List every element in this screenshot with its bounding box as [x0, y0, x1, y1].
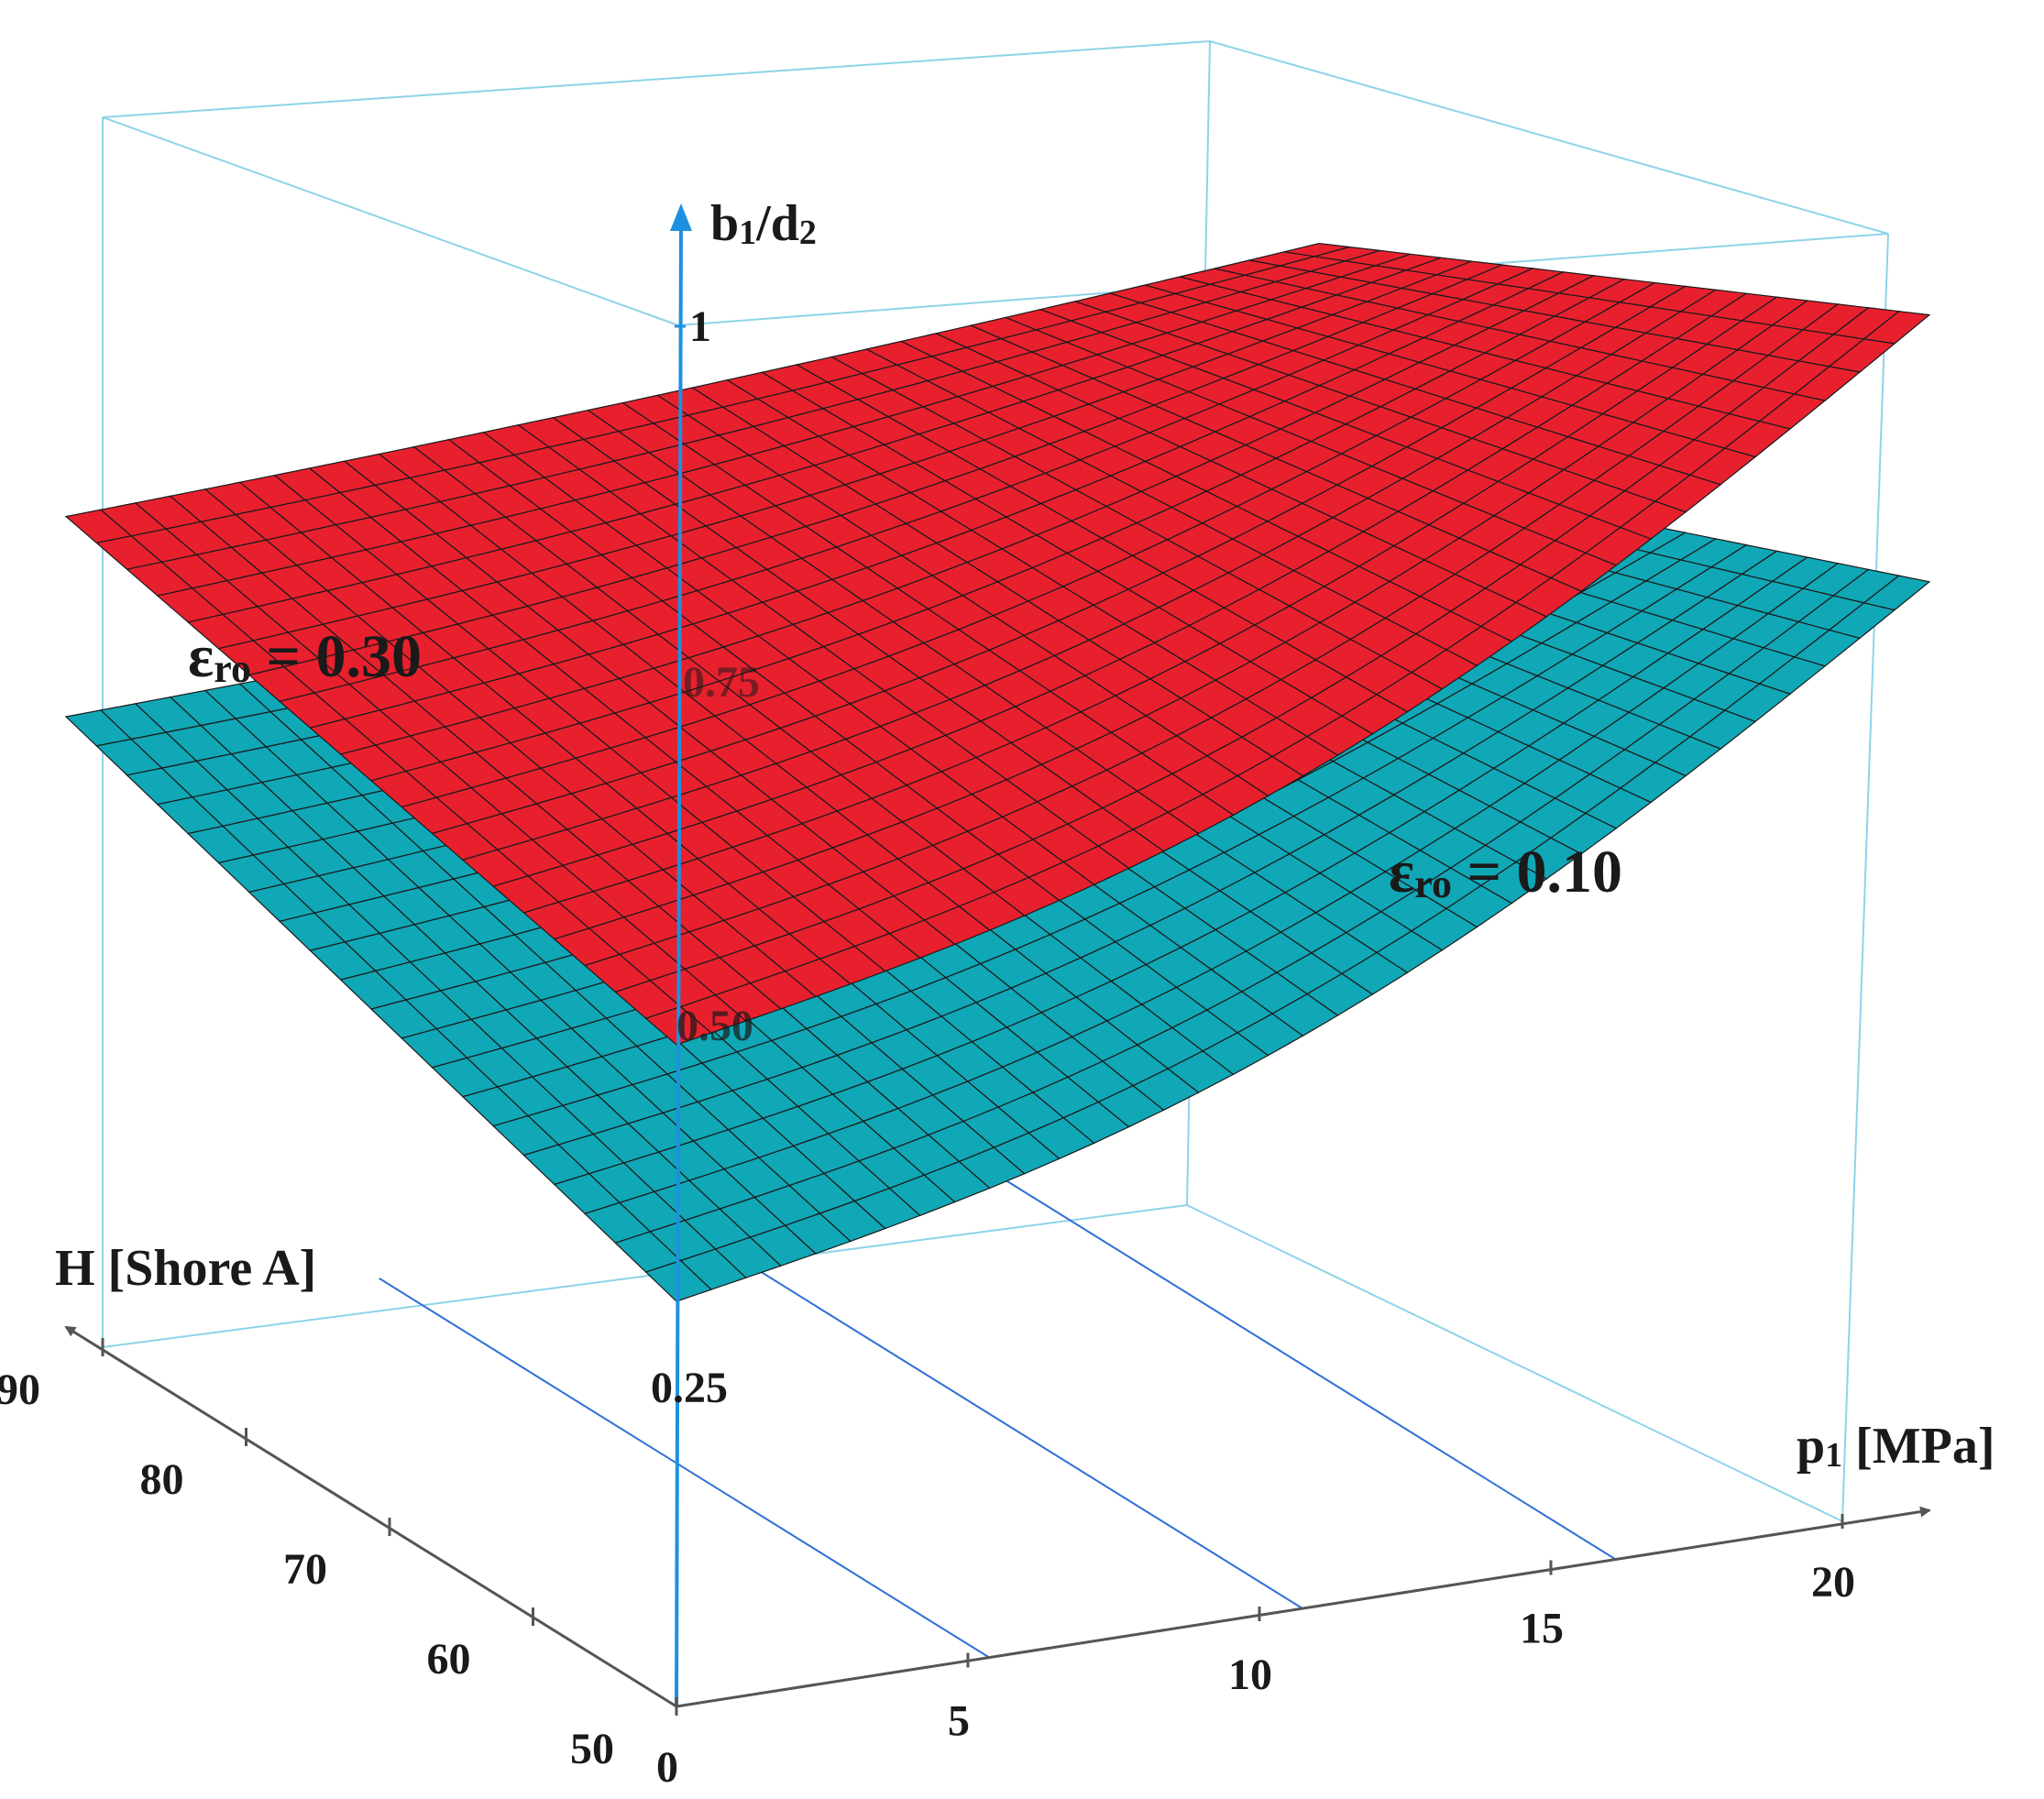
y-tick-label: 90	[0, 1366, 40, 1414]
x-tick-label: 5	[948, 1697, 970, 1746]
surface-cell	[1863, 311, 1931, 345]
floor-line-p5	[379, 1278, 991, 1659]
z-tick-label-075: 0.75	[683, 658, 760, 707]
y-tick-label: 50	[570, 1725, 614, 1773]
surface-cell	[1863, 575, 1931, 611]
y-ticks: 50 60 70 80 90	[0, 1338, 678, 1773]
floor-line-p15	[1005, 1179, 1617, 1561]
surfaces	[64, 242, 1931, 1302]
box-edge	[1186, 1204, 1843, 1522]
floor-grid	[379, 1179, 1617, 1659]
z-axis-line	[675, 219, 683, 1707]
z-axis-title: b1/d2	[710, 195, 817, 252]
y-tick-label: 80	[140, 1455, 184, 1504]
x-axis-line	[676, 1506, 1931, 1708]
box-edge	[102, 116, 679, 326]
y-axis-title: H [Shore A]	[55, 1240, 316, 1297]
series-label-030: εro = 0.30	[188, 623, 422, 691]
y-axis-line	[64, 1325, 677, 1708]
box-edge	[102, 40, 1211, 118]
x-tick-label: 10	[1228, 1651, 1272, 1699]
y-tick-label: 60	[427, 1635, 471, 1684]
z-axis-arrow	[670, 203, 692, 231]
floor-line-p10	[691, 1228, 1304, 1610]
z-tick-label-1: 1	[689, 302, 711, 351]
z-axis	[670, 203, 692, 1707]
surface-eps-030	[64, 242, 1931, 1046]
y-axis: 50 60 70 80 90	[0, 1325, 678, 1773]
z-tick-label-025: 0.25	[651, 1364, 728, 1412]
x-tick-label: 20	[1811, 1558, 1855, 1607]
x-axis-title: p1 [MPa]	[1797, 1418, 1995, 1475]
x-ticks: 0 5 10 15 20	[656, 1514, 1855, 1792]
box-edge	[1209, 40, 1889, 235]
x-axis: 0 5 10 15 20	[656, 1506, 1931, 1792]
y-tick-label: 70	[283, 1545, 327, 1594]
box-edge	[1841, 233, 1889, 1522]
series-label-010: εro = 0.10	[1389, 839, 1622, 906]
x-tick-label: 0	[656, 1743, 678, 1792]
z-tick-label-050: 0.50	[676, 1002, 753, 1050]
x-tick-label: 15	[1520, 1605, 1564, 1653]
box-edge	[102, 1204, 1188, 1348]
